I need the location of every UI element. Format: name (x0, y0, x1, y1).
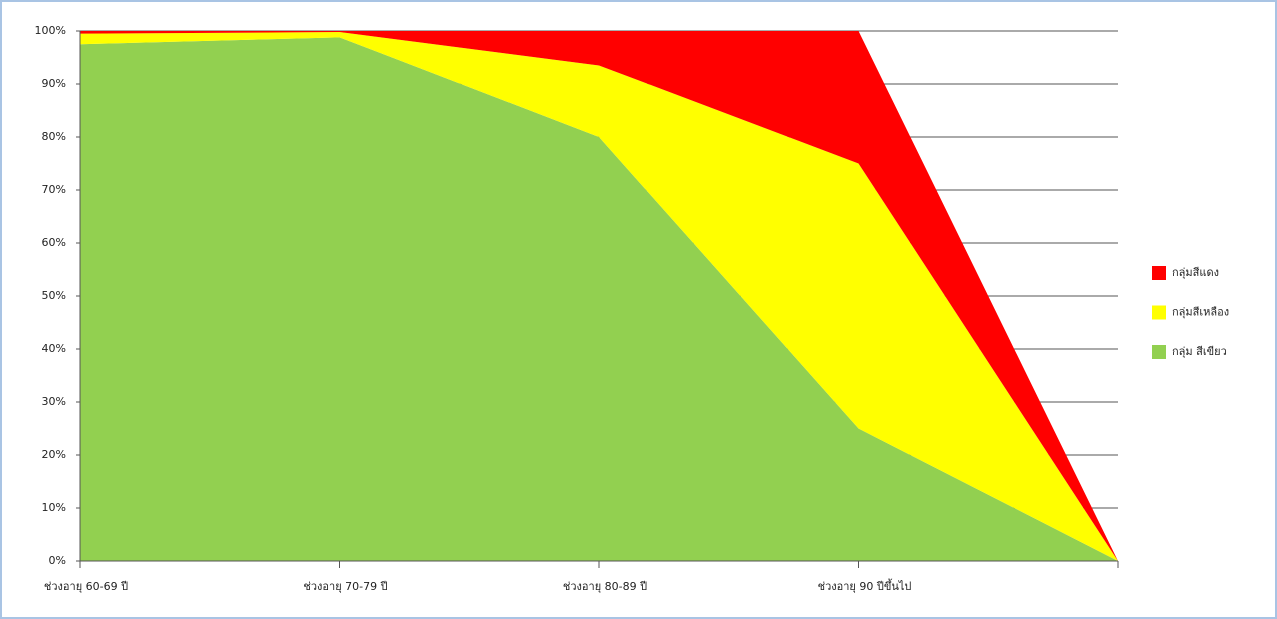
legend-swatch (1152, 305, 1166, 320)
area (80, 37, 1118, 562)
y-tick-label: 100% (35, 24, 66, 37)
y-tick-label: 30% (42, 395, 66, 408)
area (80, 32, 1118, 562)
y-tick-label: 50% (42, 289, 66, 302)
legend-swatch (1152, 266, 1166, 280)
x-tick-label: ช่วงอายุ 90 ปีขึ้นไป (818, 578, 912, 593)
y-tick-label: 0% (49, 554, 66, 567)
y-tick-label: 20% (42, 448, 66, 461)
area (80, 31, 1118, 561)
x-tick-label: ช่วงอายุ 80-89 ปี (563, 580, 647, 593)
y-tick-label: 40% (42, 342, 66, 355)
legend-label: กลุ่มสีเหลือง (1172, 306, 1229, 319)
x-tick-label: ช่วงอายุ 60-69 ปี (44, 580, 128, 593)
y-tick-label: 60% (42, 236, 66, 249)
legend-label: กลุ่มสีแดง (1172, 266, 1219, 279)
y-tick-label: 10% (42, 501, 66, 514)
y-tick-label: 90% (42, 77, 66, 90)
x-tick-label: ช่วงอายุ 70-79 ปี (303, 580, 387, 593)
legend-label: กลุ่ม สีเขียว (1172, 345, 1227, 358)
y-tick-label: 70% (42, 183, 66, 196)
y-tick-label: 80% (42, 130, 66, 143)
legend-swatch (1152, 345, 1166, 359)
